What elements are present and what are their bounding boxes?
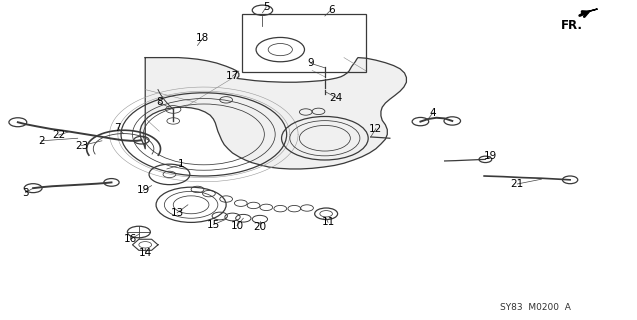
Text: 8: 8 (156, 97, 162, 108)
Text: 22: 22 (52, 130, 65, 140)
Text: 1: 1 (178, 159, 185, 170)
Text: 5: 5 (263, 2, 269, 12)
Polygon shape (140, 58, 406, 169)
Text: SY83  M0200  A: SY83 M0200 A (499, 303, 571, 312)
Text: 13: 13 (171, 208, 183, 218)
Text: 11: 11 (322, 217, 334, 228)
Text: 9: 9 (308, 58, 314, 68)
Text: 10: 10 (231, 220, 243, 231)
Text: 19: 19 (137, 185, 150, 196)
Text: 17: 17 (226, 71, 239, 81)
Text: 15: 15 (207, 220, 220, 230)
Text: 24: 24 (330, 92, 343, 103)
Text: 21: 21 (511, 179, 524, 189)
Text: 19: 19 (484, 151, 497, 161)
Text: 16: 16 (124, 234, 137, 244)
Polygon shape (581, 9, 598, 13)
Text: 2: 2 (38, 136, 45, 146)
Text: 14: 14 (139, 248, 152, 258)
Text: 7: 7 (115, 123, 121, 133)
Text: 20: 20 (254, 221, 266, 232)
Text: 4: 4 (430, 108, 436, 118)
Text: 18: 18 (196, 33, 209, 44)
Text: 23: 23 (75, 140, 88, 151)
Text: 12: 12 (369, 124, 382, 134)
Text: FR.: FR. (561, 19, 583, 32)
Text: 3: 3 (22, 188, 29, 198)
Text: 6: 6 (328, 4, 334, 15)
